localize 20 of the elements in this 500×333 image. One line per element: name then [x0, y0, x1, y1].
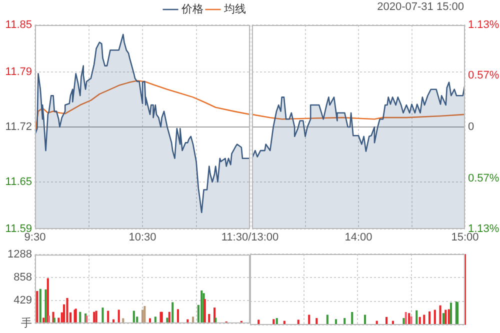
- x-tick-label: 10:30: [128, 232, 156, 244]
- y-tick-label: 429: [14, 294, 32, 307]
- y-tick-label: 858: [14, 272, 32, 284]
- x-tick-label: 14:00: [344, 232, 372, 244]
- text: 1.13%: [468, 19, 500, 32]
- legend-label: 价格: [180, 4, 204, 16]
- y-tick-label: 11.65: [5, 176, 32, 188]
- y-tick-label: 1288: [8, 248, 32, 261]
- y-tick-label: 11.72: [5, 121, 32, 134]
- legend-label: 均线: [223, 2, 246, 16]
- x-tick-label: 15:00: [451, 232, 479, 244]
- chart-subtitle: 2020-07-31 15:00: [377, 1, 464, 13]
- x-tick-label: 11:30/13:00: [221, 232, 279, 244]
- text: 0.57%: [468, 172, 500, 184]
- y-tick-label: 11.85: [5, 19, 32, 32]
- x-tick-label: 9:30: [24, 232, 46, 244]
- y-tick-label: 11.79: [5, 66, 32, 78]
- y-tick-label: 手: [21, 316, 32, 330]
- text: 0: [468, 121, 474, 134]
- text: 0.57%: [468, 70, 500, 82]
